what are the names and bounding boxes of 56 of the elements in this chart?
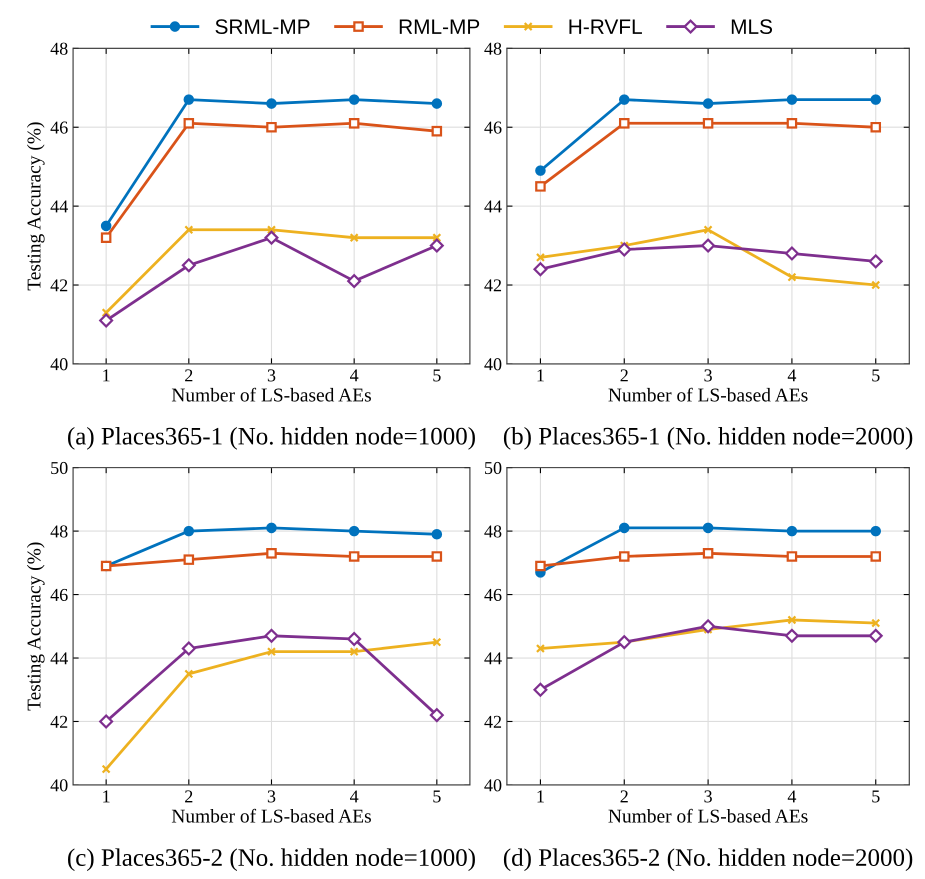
x-tick-label: 1: [538, 790, 544, 802]
y-tick-label: 44: [484, 652, 502, 664]
y-tick-label: 48: [50, 525, 68, 538]
x-tick-label: 1: [103, 790, 110, 802]
x-tick-label: 3: [704, 369, 712, 382]
legend-label: H-RVFL: [569, 20, 642, 34]
x-tick-label: 4: [788, 369, 796, 382]
text: (d) Places365-2 (No. hidden node=2000): [504, 848, 912, 872]
y-tick-label: 46: [484, 588, 502, 601]
y-tick-label: 46: [50, 588, 68, 601]
y-tick-label: 44: [50, 200, 68, 212]
x-tick-label: 5: [872, 369, 880, 382]
y-tick-label: 48: [50, 42, 68, 55]
x-tick-label: 4: [788, 790, 796, 802]
y-axis-title: Testing Accuracy (%): [26, 542, 45, 711]
x-tick-label: 3: [704, 790, 712, 803]
y-tick-label: 48: [484, 42, 502, 55]
x-tick-label: 1: [538, 369, 544, 382]
x-tick-label: 3: [268, 790, 276, 803]
y-axis-title: Testing Accuracy (%): [26, 122, 45, 290]
y-tick-label: 42: [50, 279, 68, 292]
x-tick-label: 5: [872, 790, 880, 803]
y-tick-label: 42: [484, 279, 502, 292]
x-axis-title: Number of LS-based AEs: [172, 808, 371, 823]
text: (a) Places365-1 (No. hidden node=1000): [68, 427, 475, 450]
x-axis-title: Number of LS-based AEs: [608, 808, 808, 823]
y-tick-label: 50: [485, 462, 502, 474]
y-tick-label: 42: [484, 716, 502, 728]
y-tick-label: 42: [50, 716, 68, 728]
x-tick-label: 5: [433, 790, 441, 803]
x-tick-label: 3: [268, 369, 276, 382]
y-tick-label: 48: [484, 525, 502, 538]
y-tick-label: 44: [50, 652, 68, 664]
x-tick-label: 4: [350, 369, 358, 382]
y-tick-label: 46: [50, 122, 68, 134]
legend-label: RML-MP: [400, 20, 480, 34]
legend-label: SRML-MP: [215, 19, 310, 34]
x-tick-label: 1: [103, 369, 110, 382]
y-tick-label: 40: [484, 779, 502, 792]
text: (c) Places365-2 (No. hidden node=1000): [68, 848, 475, 872]
x-tick-label: 2: [620, 790, 628, 802]
x-axis-title: Number of LS-based AEs: [608, 388, 808, 402]
y-tick-label: 46: [484, 122, 502, 134]
legend-label: MLS: [732, 19, 772, 34]
x-tick-label: 2: [185, 790, 192, 802]
y-tick-label: 44: [484, 200, 502, 212]
y-tick-label: 40: [484, 358, 502, 370]
y-tick-label: 40: [50, 779, 68, 792]
x-tick-label: 2: [620, 369, 628, 382]
y-tick-label: 40: [50, 358, 68, 370]
y-tick-label: 50: [51, 462, 68, 474]
x-tick-label: 2: [185, 369, 192, 382]
x-tick-label: 5: [433, 369, 441, 382]
x-tick-label: 4: [350, 790, 358, 802]
text: (b) Places365-1 (No. hidden node=2000): [504, 427, 912, 450]
x-axis-title: Number of LS-based AEs: [172, 388, 371, 402]
